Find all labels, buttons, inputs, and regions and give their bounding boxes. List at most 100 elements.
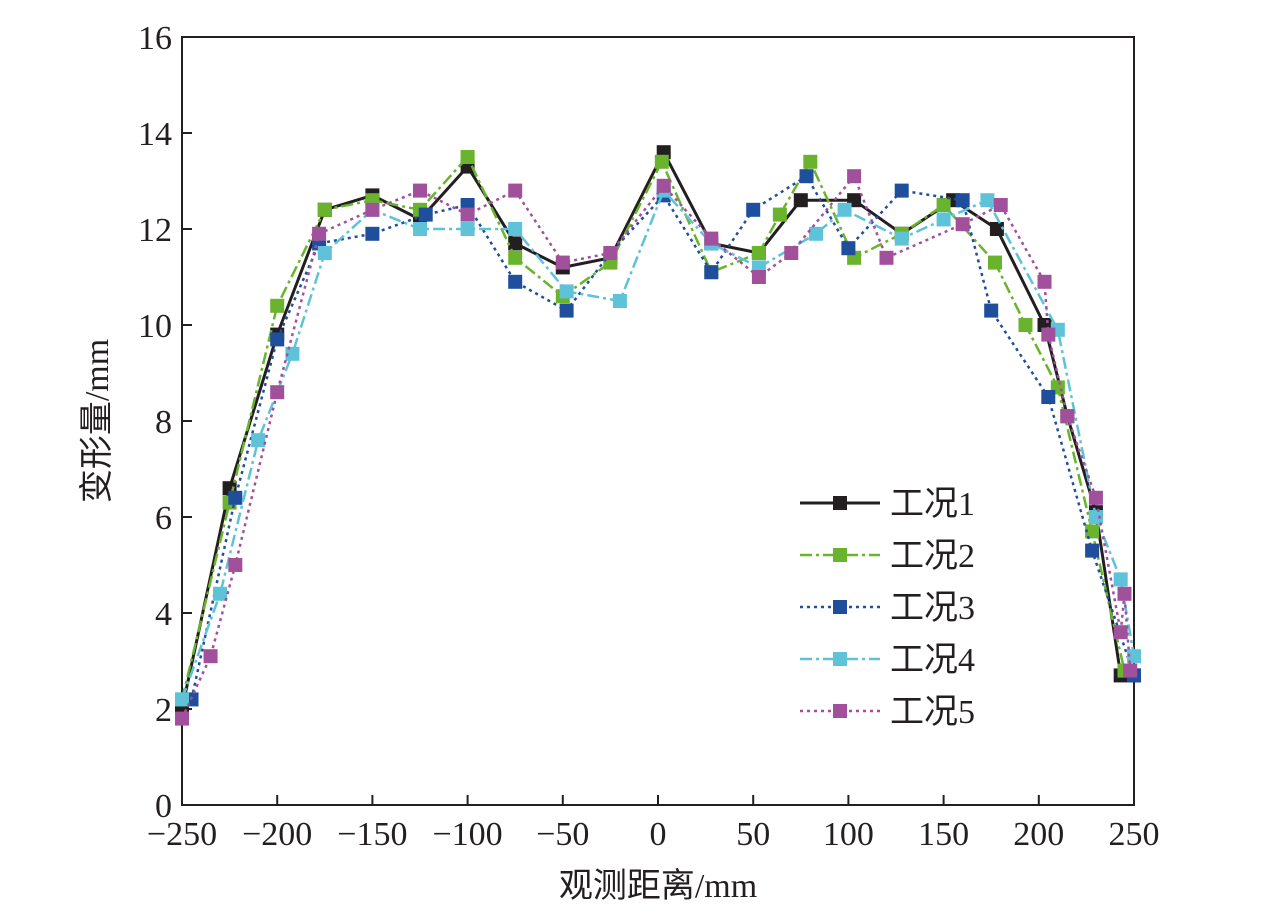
data-point bbox=[1060, 409, 1075, 424]
data-point bbox=[559, 303, 574, 318]
data-point bbox=[772, 207, 787, 222]
data-point bbox=[460, 207, 475, 222]
x-tick-label: 150 bbox=[918, 816, 969, 853]
data-point bbox=[988, 255, 1003, 270]
y-tick-label: 2 bbox=[155, 692, 172, 729]
data-point bbox=[285, 346, 300, 361]
y-tick-label: 12 bbox=[138, 212, 172, 249]
data-point bbox=[936, 198, 951, 212]
data-point bbox=[175, 711, 189, 726]
legend-label: 工况4 bbox=[890, 642, 975, 679]
data-point bbox=[559, 284, 574, 299]
data-point bbox=[980, 193, 995, 208]
y-axis-ticks: 0 2 4 6 8 10 12 14 16 bbox=[138, 20, 192, 825]
y-tick-label: 6 bbox=[155, 500, 172, 537]
series-layer bbox=[175, 145, 1141, 726]
data-point bbox=[1085, 524, 1100, 539]
data-point bbox=[175, 692, 189, 707]
data-point bbox=[317, 246, 332, 260]
data-point bbox=[704, 231, 719, 246]
data-point bbox=[955, 193, 970, 208]
x-tick-label: 100 bbox=[823, 816, 874, 853]
y-tick-label: 10 bbox=[138, 308, 172, 345]
y-tick-label: 14 bbox=[138, 116, 172, 153]
data-point bbox=[894, 183, 909, 198]
data-point bbox=[955, 217, 970, 232]
data-point bbox=[704, 265, 719, 280]
data-point bbox=[847, 169, 862, 184]
data-point bbox=[270, 298, 285, 313]
data-point bbox=[203, 649, 218, 664]
data-point bbox=[1123, 663, 1138, 678]
data-point bbox=[508, 183, 523, 198]
data-point bbox=[656, 178, 671, 193]
data-point bbox=[508, 250, 523, 265]
data-point bbox=[751, 246, 766, 260]
legend-item: 工况2 bbox=[800, 538, 975, 575]
data-point bbox=[1113, 572, 1128, 587]
legend-label: 工况3 bbox=[890, 590, 975, 627]
y-tick-label: 16 bbox=[138, 20, 172, 57]
data-point bbox=[751, 270, 766, 284]
x-tick-label: −50 bbox=[536, 816, 589, 853]
data-point bbox=[612, 294, 627, 308]
data-point bbox=[837, 202, 852, 217]
data-point bbox=[508, 222, 523, 236]
data-point bbox=[508, 274, 523, 289]
data-point bbox=[1085, 543, 1100, 558]
data-point bbox=[365, 226, 380, 241]
x-axis-label: 观测距离/mm bbox=[559, 867, 757, 905]
y-axis-label: 变形量/mm bbox=[78, 339, 116, 503]
data-point bbox=[1088, 510, 1103, 524]
data-point bbox=[803, 154, 818, 169]
data-point bbox=[1037, 274, 1052, 289]
legend-label: 工况1 bbox=[890, 486, 975, 523]
legend-label: 工况2 bbox=[890, 538, 975, 575]
x-axis-ticks: −250 −200 −150 −100 −50 0 50 100 150 200 250 bbox=[147, 795, 1160, 853]
data-point bbox=[413, 222, 427, 236]
y-tick-label: 8 bbox=[155, 404, 172, 441]
x-tick-label: −200 bbox=[242, 816, 312, 853]
data-point bbox=[312, 226, 327, 241]
legend-marker bbox=[833, 704, 847, 718]
legend-item: 工况3 bbox=[800, 590, 975, 627]
data-point bbox=[809, 226, 824, 241]
data-point bbox=[228, 490, 243, 505]
data-point bbox=[270, 332, 285, 347]
data-point bbox=[317, 202, 332, 217]
data-point bbox=[1088, 490, 1103, 505]
data-point bbox=[508, 236, 523, 251]
data-point bbox=[270, 385, 285, 400]
series-line bbox=[180, 189, 1136, 700]
series-5 bbox=[175, 169, 1138, 726]
legend-item: 工况5 bbox=[800, 694, 975, 731]
legend-marker bbox=[833, 600, 847, 614]
data-point bbox=[460, 222, 475, 236]
data-point bbox=[603, 246, 618, 260]
x-tick-label: −150 bbox=[337, 816, 407, 853]
x-tick-label: 50 bbox=[736, 816, 770, 853]
data-point bbox=[746, 202, 761, 217]
data-point bbox=[936, 212, 951, 227]
legend-item: 工况1 bbox=[800, 486, 975, 523]
x-tick-label: 0 bbox=[650, 816, 667, 853]
x-tick-label: 200 bbox=[1013, 816, 1064, 853]
legend-marker bbox=[833, 652, 847, 666]
data-point bbox=[841, 241, 856, 256]
x-tick-label: −250 bbox=[147, 816, 217, 853]
y-tick-label: 4 bbox=[155, 596, 172, 633]
x-tick-label: 250 bbox=[1109, 816, 1160, 853]
x-tick-label: −100 bbox=[433, 816, 503, 853]
y-tick-label: 0 bbox=[155, 788, 172, 825]
data-point bbox=[989, 222, 1004, 236]
data-point bbox=[1117, 586, 1132, 601]
data-point bbox=[784, 246, 799, 260]
data-point bbox=[251, 433, 266, 448]
data-point bbox=[1041, 390, 1056, 404]
data-point bbox=[1041, 327, 1056, 342]
legend-item: 工况4 bbox=[800, 642, 975, 679]
legend: 工况1 工况2 工况3 工况4 工况5 bbox=[800, 486, 975, 731]
data-point bbox=[460, 150, 475, 164]
data-point bbox=[555, 255, 570, 270]
